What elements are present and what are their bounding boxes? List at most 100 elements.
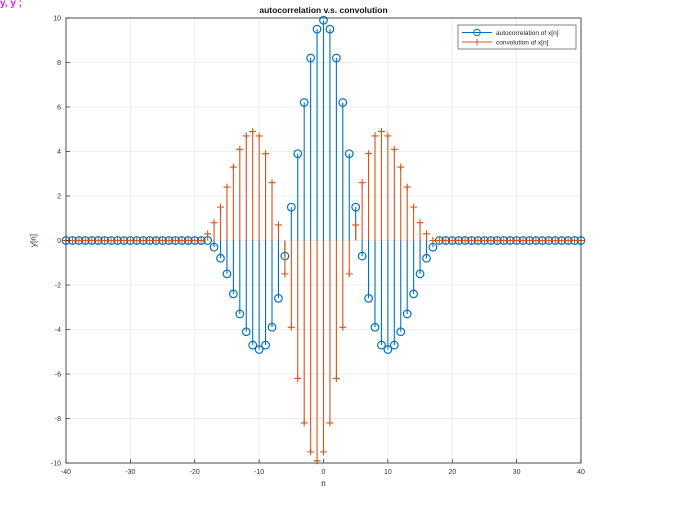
stem-marker-plus (68, 237, 76, 244)
stem-marker-plus (178, 237, 186, 244)
stem-marker-plus (159, 237, 167, 244)
stem-marker-plus (461, 237, 469, 244)
stem-marker-circle (216, 253, 225, 263)
stem-marker-plus (307, 448, 315, 456)
stem-marker-plus (551, 237, 559, 244)
stem-marker-plus (94, 237, 102, 244)
stem-marker-plus (223, 183, 231, 191)
stem-marker-circle (357, 251, 367, 261)
stem-marker-plus (455, 237, 463, 244)
stem-marker-plus (358, 179, 366, 187)
stem-marker-circle (222, 269, 232, 279)
stem-marker-plus (165, 237, 173, 244)
stem-marker-plus (320, 448, 327, 456)
stem-marker-plus (468, 237, 476, 244)
stem-marker-plus (545, 237, 553, 244)
stem-marker-plus (133, 237, 141, 244)
stem-marker-plus (120, 237, 128, 244)
stem-marker-plus (519, 237, 527, 244)
legend-marker-circle (473, 28, 481, 37)
stem-marker-plus (300, 419, 308, 427)
stem-marker-plus (352, 221, 360, 229)
stem-marker-plus (474, 237, 482, 244)
stem-marker-plus (564, 237, 572, 244)
y-tick-label: 6 (57, 105, 61, 112)
y-tick-label: 2 (57, 194, 61, 201)
stem-marker-plus (268, 179, 276, 187)
stem-marker-plus (332, 374, 340, 382)
stem-marker-circle (312, 24, 322, 34)
legend: autocorrelation of x[n] convolution of x… (457, 24, 577, 50)
stem-marker-plus (571, 237, 579, 244)
stem-marker-circle (344, 149, 354, 159)
stem-marker-plus (435, 237, 443, 244)
stem-marker-circle (235, 309, 245, 319)
stem-marker-plus (448, 237, 456, 244)
stem-marker-plus (558, 237, 566, 244)
stem-marker-circle (409, 289, 419, 299)
x-tick-label: -40 (61, 469, 71, 476)
stem-marker-plus (423, 230, 430, 238)
legend-label-convolution: convolution of x[n] (496, 39, 549, 46)
stem-marker-plus (75, 237, 83, 244)
stem-marker-plus (274, 221, 282, 229)
stem-marker-circle (402, 309, 412, 319)
x-tick-label: 30 (513, 469, 521, 476)
stem-marker-circle (389, 340, 399, 350)
stem-marker-plus (81, 237, 89, 244)
stem-marker-plus (377, 127, 385, 135)
x-tick-label: -20 (190, 469, 200, 476)
stem-marker-plus (532, 237, 540, 244)
y-tick-label: 4 (57, 149, 61, 156)
stem-marker-plus (249, 127, 257, 135)
stem-marker-circle (267, 322, 277, 332)
stem-marker-plus (146, 237, 154, 244)
x-tick-label: 0 (322, 469, 326, 476)
x-tick-label: -10 (254, 469, 264, 476)
stem-marker-circle (209, 242, 219, 252)
x-axis-label: n (321, 479, 325, 488)
y-tick-label: -2 (55, 283, 61, 290)
stem-marker-circle (331, 53, 341, 63)
y-axis-label: y[n] (29, 234, 38, 247)
stem-marker-plus (236, 145, 244, 153)
stem-marker-plus (416, 219, 424, 227)
stem-marker-circle (319, 15, 328, 25)
stem-marker-plus (262, 150, 270, 158)
stem-marker-plus (229, 163, 237, 171)
stem-marker-circle (293, 149, 303, 159)
stem-marker-plus (442, 237, 450, 244)
y-tick-label: -4 (55, 327, 61, 334)
stem-marker-plus (101, 237, 109, 244)
stem-marker-plus (184, 237, 192, 244)
stem-marker-plus (500, 237, 508, 244)
stem-marker-circle (299, 98, 309, 107)
stem-marker-plus (210, 219, 218, 227)
stem-marker-plus (365, 150, 373, 158)
stem-marker-plus (281, 270, 289, 278)
stem-marker-plus (294, 374, 302, 382)
stem-marker-plus (526, 237, 533, 244)
x-tick-label: 20 (448, 469, 456, 476)
stem-marker-circle (364, 293, 373, 303)
stem-marker-plus (513, 237, 521, 244)
stem-marker-plus (191, 237, 199, 244)
stem-marker-plus (255, 132, 263, 140)
stem-marker-plus (88, 237, 96, 244)
stem-marker-plus (429, 237, 437, 244)
y-tick-label: -8 (55, 416, 61, 423)
series-0 (61, 15, 586, 354)
stem-marker-circle (370, 322, 380, 332)
stem-marker-plus (197, 237, 205, 244)
y-tick-label: 0 (57, 238, 61, 245)
stem-marker-circle (383, 345, 393, 354)
chart-title: autocorrelation v.s. convolution (259, 5, 387, 15)
stem-marker-plus (326, 419, 334, 427)
stem-marker-plus (538, 237, 546, 244)
stem-marker-circle (286, 202, 296, 212)
stem-marker-plus (397, 163, 405, 171)
stem-marker-circle (241, 327, 251, 337)
stem-marker-circle (422, 253, 431, 263)
y-tick-label: -6 (55, 372, 61, 379)
